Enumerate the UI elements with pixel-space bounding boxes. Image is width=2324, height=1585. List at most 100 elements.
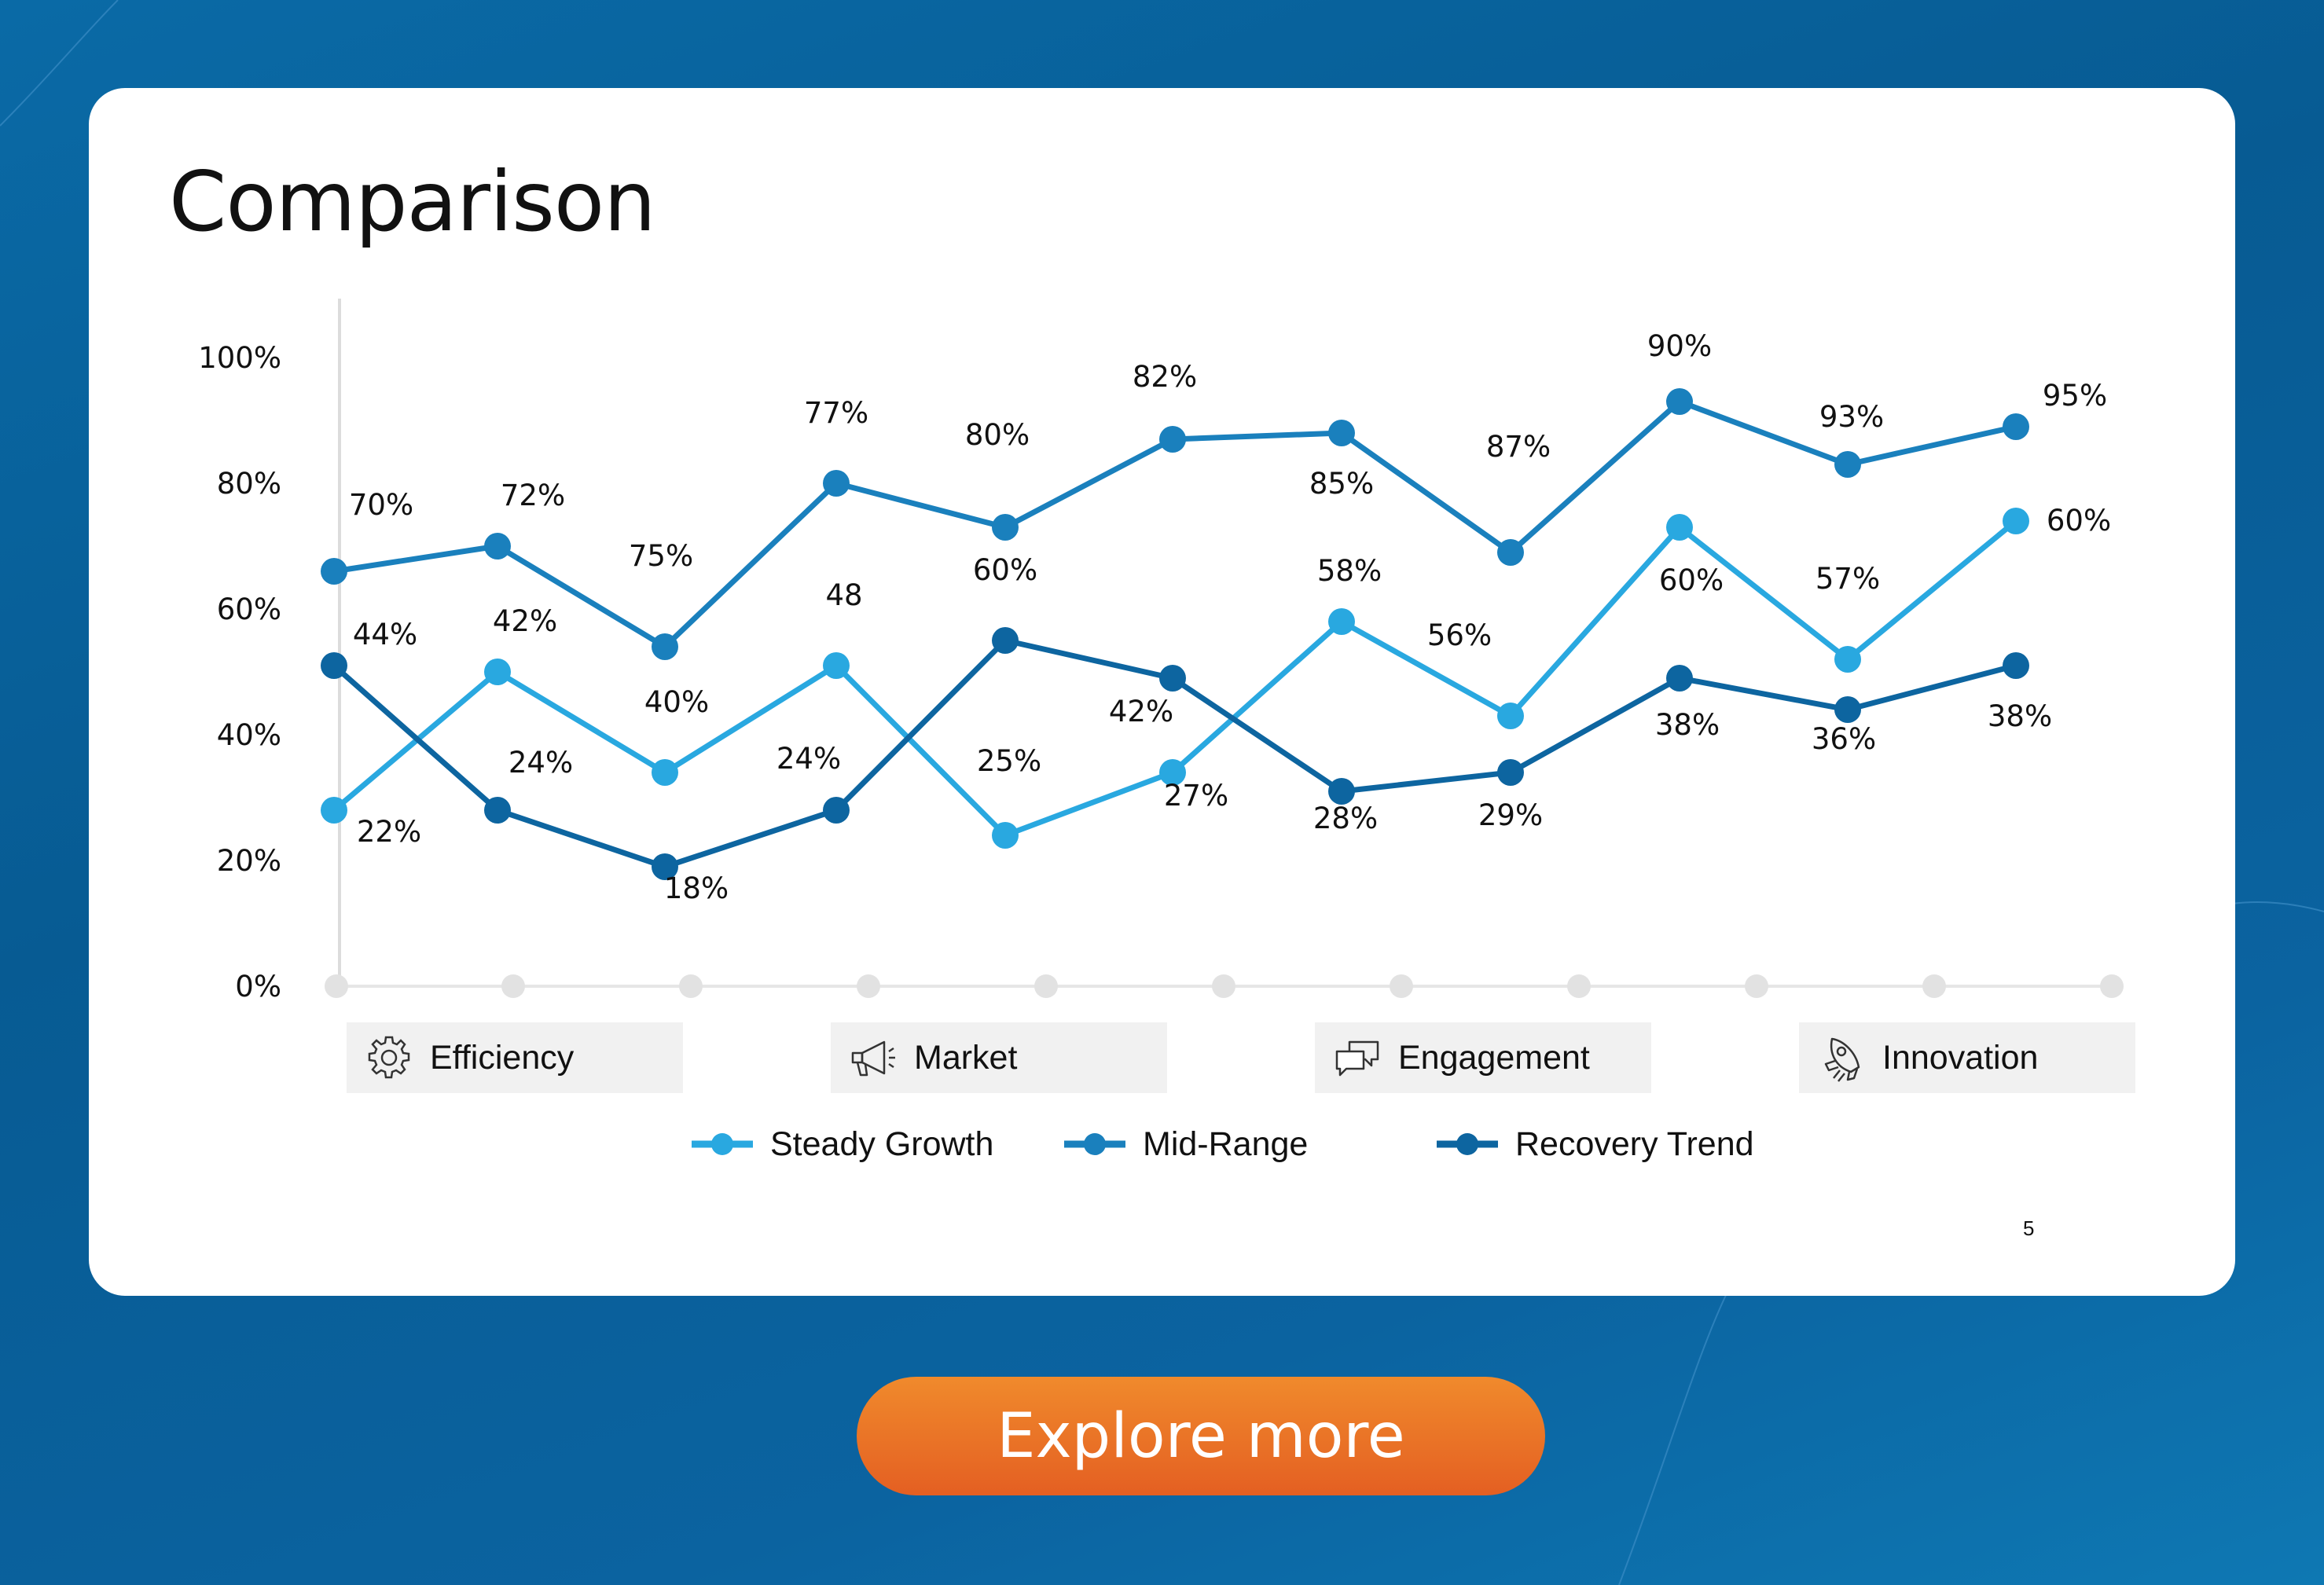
x-axis-dot	[501, 974, 525, 998]
chat-bubbles-icon	[1335, 1040, 1379, 1077]
legend-swatch	[1437, 1133, 1498, 1155]
data-point	[2003, 413, 2029, 440]
data-point	[1834, 451, 1861, 478]
rocket-icon	[1824, 1037, 1860, 1082]
data-point	[823, 652, 850, 679]
data-point	[1159, 426, 1186, 453]
x-axis-dot	[1034, 974, 1058, 998]
data-label: 90%	[1647, 329, 1712, 363]
legend-label: Steady Growth	[770, 1125, 994, 1163]
data-label: 42%	[1109, 695, 1173, 728]
data-point	[992, 514, 1019, 541]
page-title: Comparison	[169, 154, 656, 250]
data-label: 27%	[1164, 779, 1228, 813]
data-point	[321, 558, 347, 585]
x-axis-dot	[857, 974, 880, 998]
data-point	[1328, 778, 1355, 805]
data-label: 18%	[664, 871, 729, 905]
x-axis-dot	[1745, 974, 1768, 998]
megaphone-icon	[851, 1040, 895, 1077]
gear-icon	[368, 1036, 410, 1079]
data-point	[1834, 696, 1861, 723]
data-label: 80%	[965, 418, 1030, 452]
y-tick-label: 100%	[198, 341, 281, 375]
data-label: 60%	[973, 553, 1037, 587]
data-label: 60%	[1659, 563, 1724, 597]
data-label: 57%	[1816, 562, 1880, 596]
data-point	[1666, 514, 1693, 541]
data-point	[321, 797, 347, 824]
data-label: 85%	[1309, 467, 1374, 501]
data-point	[1328, 608, 1355, 635]
data-label: 75%	[629, 539, 693, 573]
legend-item-mid-range: Mid-Range	[1064, 1122, 1308, 1166]
data-label: 60%	[2047, 504, 2111, 538]
legend-item-recovery-trend: Recovery Trend	[1437, 1122, 1754, 1166]
data-label: 25%	[977, 744, 1041, 778]
data-label: 95%	[2043, 379, 2107, 413]
data-point	[484, 797, 511, 824]
data-point	[1497, 703, 1524, 729]
data-point	[1159, 759, 1186, 786]
data-point	[1497, 539, 1524, 566]
data-point	[484, 533, 511, 560]
y-tick-label: 40%	[217, 718, 281, 752]
data-label: 36%	[1812, 722, 1876, 756]
category-innovation: Innovation	[1799, 1022, 2135, 1093]
data-label: 56%	[1427, 618, 1492, 652]
data-label: 22%	[357, 815, 421, 849]
y-tick-label: 0%	[235, 970, 281, 1003]
x-axis-dot	[1390, 974, 1413, 998]
data-label: 24%	[777, 742, 841, 776]
data-point	[992, 822, 1019, 849]
data-point	[1834, 646, 1861, 673]
category-efficiency: Efficiency	[347, 1022, 683, 1093]
x-axis-dot	[1212, 974, 1235, 998]
data-label: 77%	[804, 396, 868, 430]
data-point	[652, 633, 678, 660]
page-number: 5	[2023, 1216, 2035, 1240]
data-label: 82%	[1133, 360, 1197, 394]
x-axis-dot	[679, 974, 703, 998]
y-tick-label: 80%	[217, 467, 281, 501]
data-point	[484, 659, 511, 685]
legend-label: Mid-Range	[1143, 1125, 1309, 1163]
data-point	[1497, 759, 1524, 786]
legend-swatch	[692, 1133, 753, 1155]
x-axis-dot	[1922, 974, 1946, 998]
data-point	[652, 853, 678, 880]
slide-card	[89, 88, 2235, 1296]
legend-label: Recovery Trend	[1515, 1125, 1754, 1163]
category-label: Efficiency	[430, 1038, 575, 1077]
data-point	[321, 652, 347, 679]
data-label: 48	[825, 578, 862, 612]
category-label: Market	[914, 1038, 1018, 1077]
data-label: 93%	[1819, 400, 1884, 434]
data-point	[1159, 665, 1186, 692]
category-label: Engagement	[1398, 1038, 1590, 1077]
data-label: 38%	[1655, 708, 1720, 742]
legend-swatch	[1064, 1133, 1125, 1155]
y-tick-label: 60%	[217, 593, 281, 626]
legend-item-steady-growth: Steady Growth	[692, 1122, 993, 1166]
category-label: Innovation	[1882, 1038, 2039, 1077]
data-point	[2003, 508, 2029, 534]
data-point	[1666, 388, 1693, 415]
data-label: 24%	[508, 746, 573, 780]
x-axis-dot	[2100, 974, 2124, 998]
x-axis-dot	[1567, 974, 1591, 998]
data-label: 29%	[1478, 798, 1543, 832]
category-engagement: Engagement	[1315, 1022, 1651, 1093]
data-point	[2003, 652, 2029, 679]
data-point	[652, 759, 678, 786]
data-point	[823, 470, 850, 497]
data-label: 70%	[349, 488, 413, 522]
y-tick-label: 20%	[217, 844, 281, 878]
data-label: 38%	[1988, 699, 2052, 733]
explore-more-button[interactable]: Explore more	[857, 1377, 1545, 1495]
data-label: 42%	[493, 604, 557, 638]
data-label: 28%	[1313, 802, 1378, 835]
x-axis-dot	[325, 974, 348, 998]
